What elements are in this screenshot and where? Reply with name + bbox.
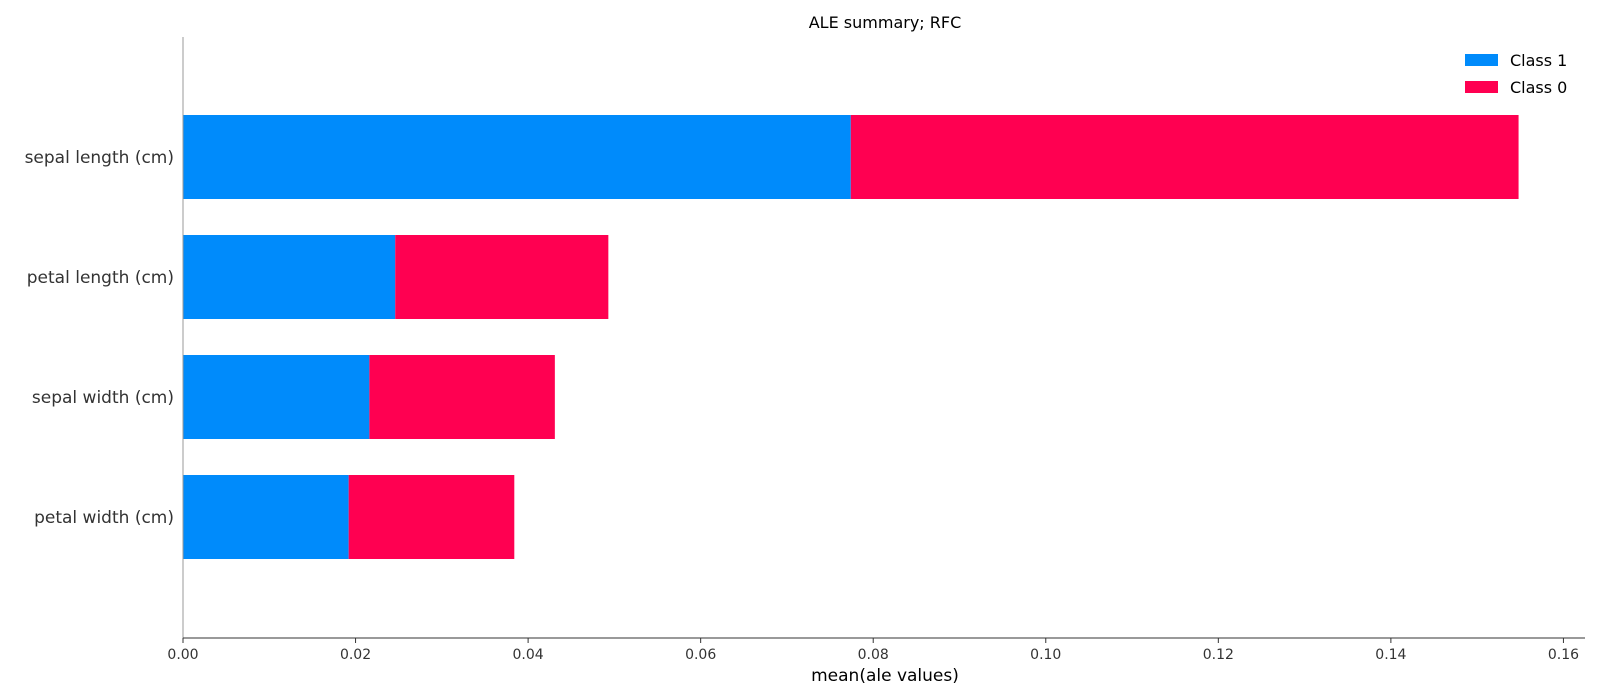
- legend-label: Class 0: [1510, 78, 1567, 97]
- category-label: sepal length (cm): [25, 148, 174, 168]
- x-tick-label: 0.14: [1375, 647, 1406, 663]
- x-tick-label: 0.16: [1548, 647, 1579, 663]
- category-label: sepal width (cm): [32, 388, 174, 408]
- x-tick-label: 0.08: [858, 647, 889, 663]
- x-tick-label: 0.04: [513, 647, 544, 663]
- bar-class-0-2: [369, 355, 555, 439]
- x-axis-title: mean(ale values): [811, 666, 959, 686]
- x-axis: 0.00 0.02 0.04 0.06 0.08 0.10 0.12 0.14 0.16: [167, 637, 1585, 663]
- legend-swatch-class-0: [1465, 81, 1498, 93]
- bars-group: [183, 115, 1519, 559]
- x-tick-label: 0.12: [1203, 647, 1234, 663]
- category-label: petal length (cm): [27, 268, 174, 288]
- bar-class-1-0: [183, 115, 851, 199]
- legend: Class 1 Class 0: [1465, 51, 1567, 97]
- y-axis: sepal length (cm) petal length (cm) sepal …: [25, 37, 184, 638]
- x-tick-label: 0.02: [340, 647, 371, 663]
- legend-swatch-class-1: [1465, 54, 1498, 66]
- x-tick-label: 0.10: [1030, 647, 1061, 663]
- bar-class-1-3: [183, 475, 349, 559]
- bar-class-1-2: [183, 355, 370, 439]
- chart-title: ALE summary; RFC: [809, 13, 962, 32]
- bar-class-0-0: [850, 115, 1519, 199]
- bar-class-0-3: [348, 475, 515, 559]
- bar-class-0-1: [395, 235, 609, 319]
- x-tick-label: 0.00: [167, 647, 198, 663]
- category-label: petal width (cm): [34, 508, 174, 528]
- x-tick-label: 0.06: [685, 647, 716, 663]
- legend-label: Class 1: [1510, 51, 1567, 70]
- bar-class-1-1: [183, 235, 396, 319]
